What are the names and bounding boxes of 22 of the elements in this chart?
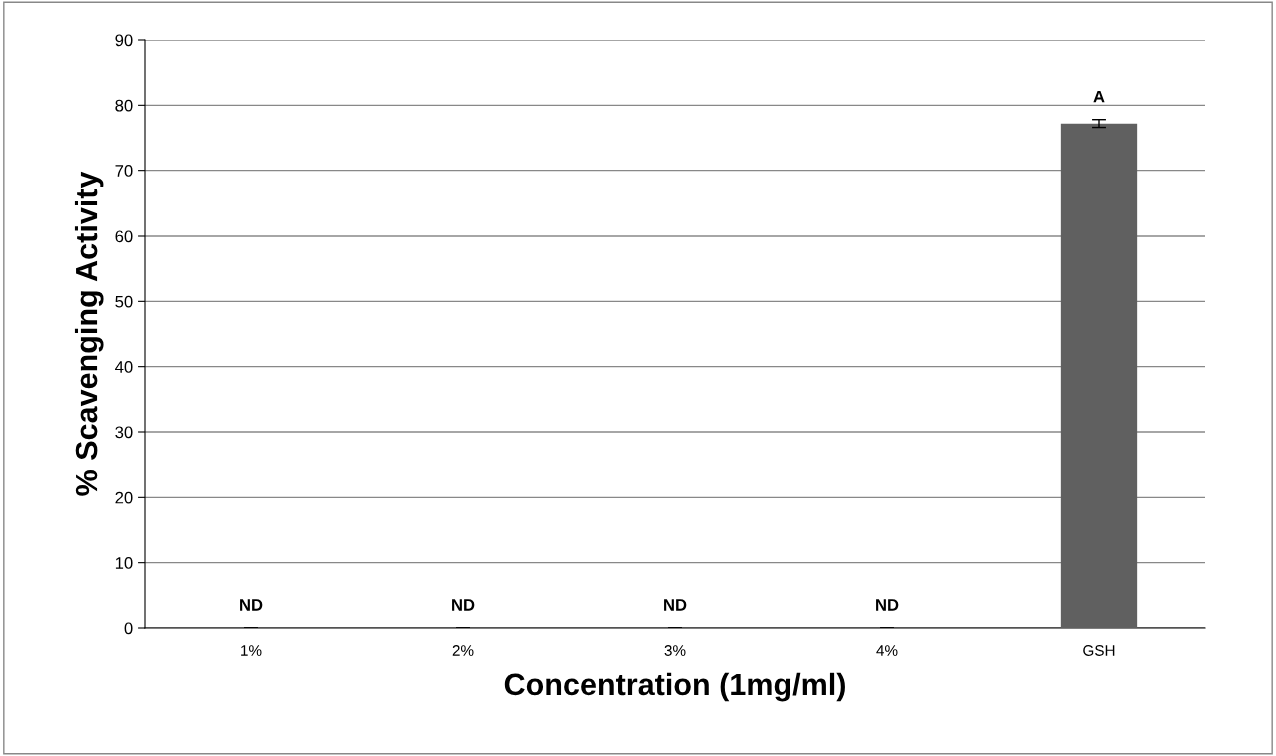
y-tick-label: 60 <box>115 230 133 243</box>
annotation: ND <box>240 599 263 611</box>
y-tick-label: 30 <box>115 426 133 439</box>
y-tick-label: 80 <box>115 99 133 112</box>
y-tick-label: 40 <box>115 361 133 373</box>
y-tick-label: 0 <box>124 622 133 635</box>
x-tick-label: 1% <box>241 645 262 656</box>
x-tick-label: 4% <box>876 645 898 656</box>
x-tick-label: 3% <box>664 645 686 656</box>
y-tick-label: 20 <box>115 491 133 504</box>
y-tick-label: 10 <box>115 557 133 569</box>
annotation: A <box>1093 90 1105 103</box>
y-axis-title: % Scavenging Activity <box>74 171 104 496</box>
annotation: ND <box>664 599 687 611</box>
x-tick-label: 2% <box>452 645 474 656</box>
y-tick-label: 50 <box>115 295 133 308</box>
annotation: ND <box>876 599 899 611</box>
x-axis-title: Concentration (1mg/ml) <box>504 672 845 702</box>
x-tick-label: GSH <box>1083 645 1115 656</box>
y-tick-label: 90 <box>115 34 133 47</box>
y-tick-label: 70 <box>115 165 133 177</box>
annotation: ND <box>452 599 475 611</box>
